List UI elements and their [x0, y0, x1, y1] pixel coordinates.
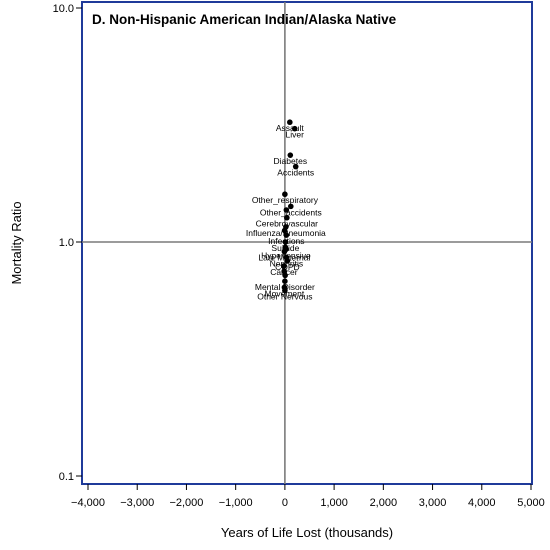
data-point-label: Diabetes: [274, 156, 308, 166]
data-point: [284, 258, 291, 264]
x-tick-label: −3,000: [120, 497, 154, 509]
data-point: [282, 191, 288, 198]
data-point: [281, 227, 288, 234]
x-tick-label: 5,000: [517, 497, 545, 509]
data-point: [282, 287, 288, 294]
x-tick-label: −1,000: [219, 497, 253, 509]
data-point-label: Liver: [286, 130, 305, 140]
y-tick-label: 10.0: [53, 3, 74, 15]
data-point: [282, 239, 289, 245]
reference-lines: [82, 2, 532, 484]
x-tick-label: −4,000: [71, 497, 105, 509]
data-point-label: COPD: [275, 262, 300, 272]
x-tick-label: 1,000: [320, 497, 348, 509]
data-point: [284, 214, 290, 221]
x-tick-label: 0: [282, 497, 288, 509]
x-axis-label: Years of Life Lost (thousands): [221, 525, 393, 540]
x-axis-ticks: −4,000 −3,000 −2,000 −1,000 0 1,000 2,000 3,000…: [71, 484, 545, 509]
data-point-label: Cerebrovascular: [256, 219, 319, 229]
data-point: [282, 278, 288, 284]
y-tick-label: 1.0: [59, 237, 74, 249]
data-point: [283, 232, 290, 238]
y-tick-label: 0.1: [59, 471, 74, 483]
x-tick-label: 4,000: [468, 497, 496, 509]
x-tick-label: 2,000: [370, 497, 398, 509]
data-point: [287, 152, 294, 158]
data-point-label: Assault: [276, 123, 305, 133]
y-axis-label: Mortality Ratio: [9, 201, 24, 284]
data-point: [282, 244, 289, 251]
data-point: [287, 203, 294, 210]
data-point: [291, 125, 298, 132]
data-point: [283, 207, 290, 213]
data-point: [281, 263, 287, 269]
data-point: [281, 248, 288, 255]
x-tick-label: 3,000: [419, 497, 447, 509]
data-point-label: Other_accidents: [260, 207, 322, 217]
data-point: [287, 119, 293, 126]
data-point-label: Other Nervous: [257, 292, 312, 302]
data-point: [292, 163, 299, 170]
y-axis-ticks: 0.1 1.0 10.0: [53, 3, 82, 483]
data-point-label: Other_respiratory: [252, 195, 319, 205]
x-tick-label: −2,000: [169, 497, 203, 509]
data-point: [282, 272, 288, 279]
data-point-label: Accidents: [277, 168, 314, 178]
plot-frame: [81, 1, 533, 485]
chart-title: D. Non-Hispanic American Indian/Alaska N…: [92, 12, 397, 27]
